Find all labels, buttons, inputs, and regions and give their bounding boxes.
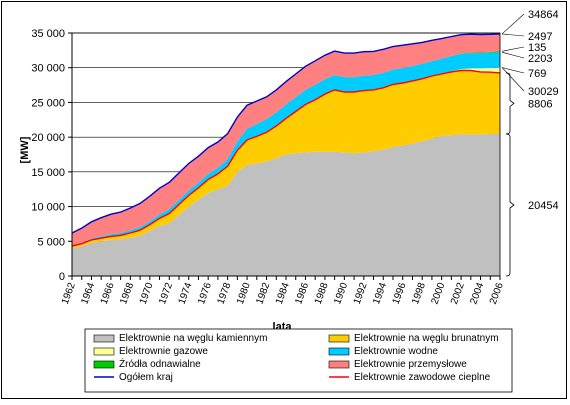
annotation-label: 769 <box>528 68 546 80</box>
x-tick-label: 1982 <box>254 281 272 306</box>
annotation-connector <box>501 51 525 59</box>
x-tick-label: 1992 <box>352 281 370 306</box>
x-tick-label: 1962 <box>60 281 78 306</box>
y-tick-label: 15 000 <box>31 167 65 179</box>
x-tick-label: 1974 <box>177 281 195 306</box>
line-series-0 <box>71 33 501 234</box>
x-tick-label: 1980 <box>235 281 253 306</box>
line-series-1 <box>71 69 501 247</box>
annotation-label: 8806 <box>528 98 552 110</box>
x-tick-label: 1984 <box>274 281 292 306</box>
legend-swatch <box>93 347 115 356</box>
legend-label: Źródła odnawialne <box>119 357 201 370</box>
annotation-label: 34864 <box>528 9 559 21</box>
x-tick-label: 1970 <box>138 281 156 306</box>
annotation-label: 30029 <box>528 86 559 98</box>
x-tick-label: 1986 <box>293 281 311 306</box>
x-tick-label: 2006 <box>488 281 506 306</box>
bracket-coal <box>505 133 515 277</box>
legend-label: Elektrownie przemysłowe <box>354 359 467 370</box>
plot-area <box>71 32 501 277</box>
y-tick-label: 30 000 <box>31 63 65 75</box>
x-tick-label: 1998 <box>410 281 428 306</box>
x-tick-label: 1994 <box>371 281 389 306</box>
annotation-label: 2497 <box>528 31 552 43</box>
x-tick-label: 1976 <box>196 281 214 306</box>
legend-swatch <box>93 360 115 369</box>
legend: Elektrownie na węglu kamiennym Elektrowni… <box>84 328 513 393</box>
annotation-label: 2203 <box>528 53 552 65</box>
legend-label: Elektrownie gazowe <box>119 346 208 357</box>
legend-swatch <box>328 347 350 356</box>
legend-swatch <box>328 334 350 343</box>
legend-label: Ogółem kraj <box>119 372 173 383</box>
annotation-label: 135 <box>528 42 546 54</box>
bracket-lignite <box>505 72 515 135</box>
legend-label: Elektrownie zawodowe cieplne <box>354 372 491 383</box>
legend-box <box>84 328 513 393</box>
x-tick-label: 1964 <box>79 281 97 306</box>
area-series-1 <box>72 70 500 249</box>
y-axis-title: [MW] <box>19 136 31 163</box>
legend-label: Elektrownie na węglu brunatnym <box>354 333 499 344</box>
x-tick-label: 1996 <box>391 281 409 306</box>
y-tick-label: 35 000 <box>31 28 65 40</box>
annotation-label: 20454 <box>528 200 559 212</box>
legend-label: Elektrownie wodne <box>354 346 438 357</box>
x-tick-label: 2002 <box>449 281 467 306</box>
annotation-connector <box>501 46 525 52</box>
x-tick-label: 2000 <box>430 281 448 306</box>
y-tick-label: 5 000 <box>37 236 65 248</box>
x-tick-label: 1966 <box>99 281 117 306</box>
annotation-connector <box>501 13 525 35</box>
chart-frame: 0 5 000 10 000 15 000 20 000 25 000 30 000 35 0… <box>1 1 567 399</box>
legend-swatch <box>93 334 115 343</box>
area-series-0 <box>72 134 500 276</box>
y-tick-label: 10 000 <box>31 202 65 214</box>
annotation-connector <box>501 33 525 37</box>
x-tick-label: 1988 <box>313 281 331 306</box>
annotation-connector <box>501 67 525 92</box>
area-series-5 <box>72 33 500 246</box>
y-axis: 0 5 000 10 000 15 000 20 000 25 000 30 000 35 0… <box>31 28 73 283</box>
x-tick-label: 1990 <box>332 281 350 306</box>
x-tick-label: 1968 <box>118 281 136 306</box>
legend-swatch <box>328 360 350 369</box>
legend-label: Elektrownie na węglu kamiennym <box>119 333 267 344</box>
chart: 0 5 000 10 000 15 000 20 000 25 000 30 000 35 0… <box>19 9 559 393</box>
x-tick-label: 1972 <box>157 281 175 306</box>
y-tick-label: 25 000 <box>31 97 65 109</box>
y-tick-label: 0 <box>59 271 65 283</box>
annotation-connector <box>501 67 525 74</box>
x-tick-label: 2004 <box>468 281 486 306</box>
x-tick-label: 1978 <box>216 281 234 306</box>
y-tick-label: 20 000 <box>31 132 65 144</box>
x-axis: 1962 1964 1966 1968 1970 1972 1974 1976 1978 1980… <box>60 275 506 306</box>
